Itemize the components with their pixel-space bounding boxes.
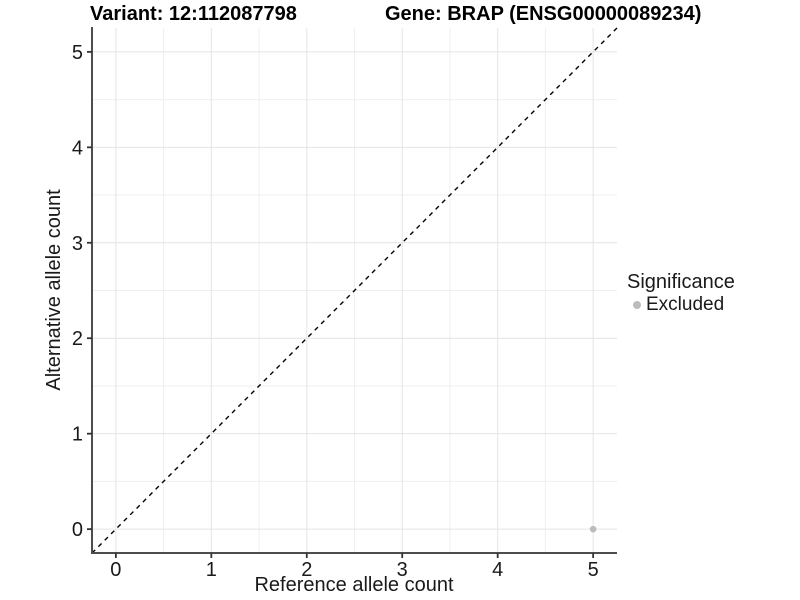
- y-axis-tick-label: 5: [72, 42, 83, 64]
- identity-line-layer: [91, 27, 618, 554]
- data-point: [589, 525, 597, 533]
- grid-layer: [92, 28, 617, 553]
- legend-item-label: Excluded: [646, 294, 725, 315]
- y-axis-tick-label: 0: [72, 519, 83, 541]
- y-axis-tick-label: 3: [72, 233, 83, 255]
- y-axis-tick-label: 1: [72, 424, 83, 446]
- legend-point-icon: [633, 300, 641, 309]
- y-axis-tick-label: 4: [72, 137, 83, 159]
- legend-item-excluded: Excluded: [627, 294, 735, 315]
- axis-layer: 0 1 2 3 4 5 0 1 2 3 4 5: [72, 27, 617, 581]
- legend: Significance Excluded: [627, 271, 735, 315]
- x-axis-tick-label: 0: [110, 559, 121, 581]
- y-axis-title: Alternative allele count: [43, 189, 65, 391]
- x-axis-tick-label: 3: [397, 559, 408, 581]
- y-axis-tick-label: 2: [72, 328, 83, 350]
- identity-dashed-line: [91, 27, 618, 554]
- data-points-layer: [589, 525, 597, 533]
- x-axis-title: Reference allele count: [254, 574, 453, 596]
- x-axis-tick-label: 1: [206, 559, 217, 581]
- variant-title: Variant: 12:112087798: [90, 3, 297, 25]
- gene-title: Gene: BRAP (ENSG00000089234): [385, 3, 702, 25]
- legend-title: Significance: [627, 271, 735, 293]
- x-axis-tick-label: 4: [492, 559, 503, 581]
- x-axis-tick-label: 5: [588, 559, 599, 581]
- x-axis-tick-label: 2: [301, 559, 312, 581]
